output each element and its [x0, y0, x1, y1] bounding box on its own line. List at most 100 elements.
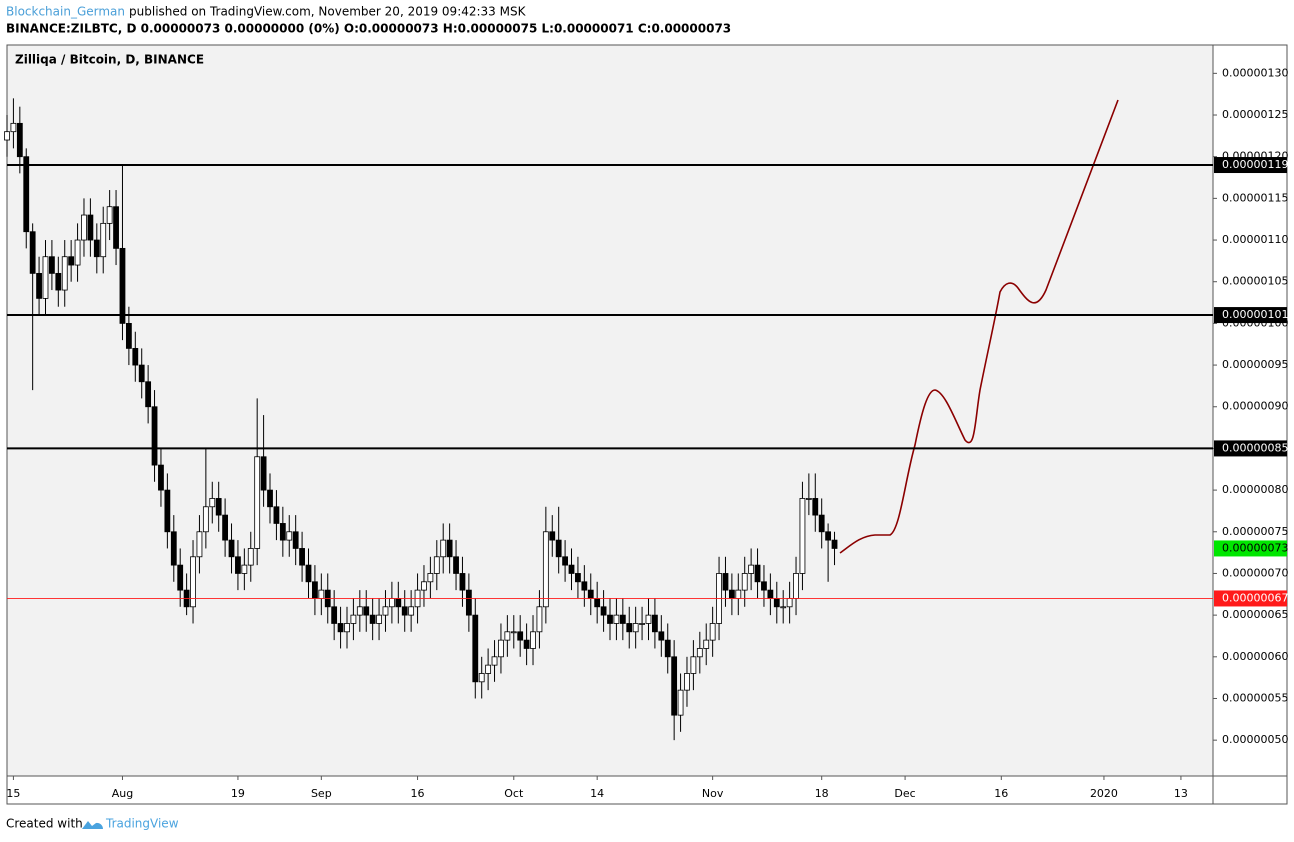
candle-body — [228, 539, 235, 558]
candle-body — [247, 548, 254, 566]
candle-body — [312, 581, 318, 599]
candle-body — [632, 623, 639, 633]
y-tick-label: 0.00000070 — [1222, 566, 1288, 579]
candle-body — [818, 514, 825, 533]
footer-text: Created with — [6, 817, 83, 831]
candle-body — [709, 623, 716, 641]
candle-body — [164, 489, 171, 533]
candle-body — [530, 631, 536, 649]
candle-body — [100, 222, 107, 258]
candle-body — [177, 564, 184, 591]
candle-body — [703, 639, 710, 649]
x-tick-label: Nov — [702, 787, 724, 800]
price-label-box — [1214, 590, 1287, 607]
candle-body — [145, 381, 152, 408]
candle-body — [119, 247, 126, 324]
author[interactable]: Blockchain_German — [6, 5, 125, 19]
candle-body — [74, 239, 81, 266]
candle-body — [344, 623, 350, 633]
frame — [6, 44, 1288, 805]
level-label: 0.00000101 — [1222, 308, 1288, 321]
quote-line: BINANCE:ZILBTC, D 0.00000073 0.00000000 … — [6, 22, 731, 36]
candle-body — [786, 598, 793, 608]
candle-body — [761, 581, 767, 591]
candle-body — [267, 489, 273, 508]
candle-body — [459, 573, 466, 591]
candle-body — [478, 673, 485, 683]
candle-body — [202, 506, 209, 533]
candle-body — [748, 564, 755, 574]
candle-body — [260, 456, 267, 491]
x-tick-label: 13 — [1174, 787, 1188, 800]
level-label-box — [1214, 157, 1287, 174]
candle-body — [408, 606, 415, 616]
candle-body — [440, 539, 447, 558]
candle-body — [235, 556, 241, 574]
y-tick-label: 0.00000060 — [1222, 650, 1288, 663]
candle-body — [81, 214, 87, 241]
candle-body — [36, 272, 42, 299]
candle-body — [93, 239, 100, 258]
candle-body — [523, 639, 530, 649]
y-tick-label: 0.00000090 — [1222, 400, 1288, 413]
candle-body — [209, 498, 216, 508]
candle-body — [465, 589, 472, 616]
candle-body — [113, 206, 119, 249]
candle-body — [799, 498, 806, 574]
candle-body — [728, 589, 735, 599]
y-tick-label: 0.00000075 — [1222, 525, 1288, 538]
candle-body — [369, 614, 376, 624]
candle-body — [106, 206, 113, 224]
published-info: published on TradingView.com, November 2… — [129, 5, 527, 19]
candle-body — [222, 514, 229, 541]
candle-body — [619, 614, 626, 624]
candle-body — [472, 614, 479, 683]
candle-body — [690, 656, 697, 674]
y-tick-label: 0.00000130 — [1222, 66, 1288, 79]
footer-brand[interactable]: TradingView — [105, 817, 179, 831]
candle-body — [568, 564, 575, 574]
candle-body — [652, 614, 658, 633]
candle-body — [196, 531, 203, 558]
candle-body — [68, 256, 75, 266]
candle-body — [613, 614, 620, 624]
candle-body — [793, 573, 799, 599]
x-tick-label: 16 — [411, 787, 425, 800]
candle-body — [677, 689, 684, 716]
candle-body — [10, 122, 17, 133]
candle-body — [138, 364, 145, 383]
candle-body — [254, 456, 261, 549]
candle-body — [504, 631, 511, 641]
candle-body — [49, 256, 55, 274]
x-tick-label: Sep — [311, 787, 332, 800]
candle-body — [491, 656, 498, 666]
level-label: 0.00000085 — [1222, 441, 1288, 454]
x-tick-label: 16 — [994, 787, 1008, 800]
y-tick-label: 0.00000125 — [1222, 108, 1288, 121]
candle-body — [61, 256, 68, 291]
candle-body — [382, 606, 389, 616]
y-tick-label: 0.00000055 — [1222, 691, 1288, 704]
candle-body — [575, 573, 581, 583]
candle-body — [427, 573, 434, 583]
candle-body — [331, 606, 338, 624]
candle-body — [132, 348, 139, 366]
candle-body — [286, 531, 293, 541]
candle-body — [510, 631, 517, 634]
level-label: 0.00000119 — [1222, 158, 1288, 171]
candle-body — [305, 564, 312, 583]
candle-body — [401, 606, 408, 616]
candle-body — [549, 531, 556, 541]
x-tick-label: Aug — [112, 787, 133, 800]
candle-body — [279, 523, 286, 541]
candle-body — [562, 556, 568, 566]
candle-body — [639, 623, 645, 625]
candle-body — [158, 464, 164, 491]
x-tick-label: Oct — [504, 787, 524, 800]
candle-body — [337, 623, 344, 633]
price-label: 0.00000073 — [1222, 541, 1288, 554]
candle-body — [350, 614, 357, 624]
candle-body — [376, 614, 382, 624]
candle-body — [42, 256, 49, 299]
y-tick-label: 0.00000050 — [1222, 733, 1288, 746]
